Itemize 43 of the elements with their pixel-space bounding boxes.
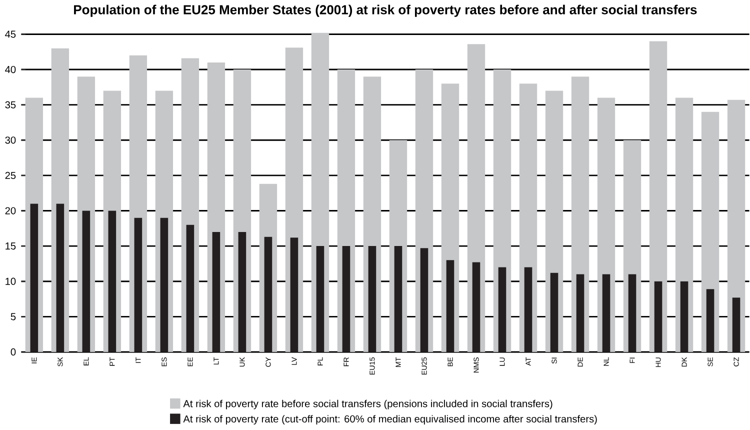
bar: [628, 274, 636, 352]
bar: [290, 237, 298, 352]
bar: [420, 248, 428, 352]
legend-label: At risk of poverty rate before social transfers (pensions included in social transfers): [183, 400, 552, 410]
y-tick-label: 5: [10, 312, 16, 320]
legend-label: At risk of poverty rate (cut-off point: 60% of median equivalised income after social transfers): [183, 414, 597, 424]
bar: [576, 274, 584, 352]
bar: [524, 267, 532, 352]
bar: [368, 246, 376, 352]
bar: [82, 210, 90, 352]
bar: [56, 204, 64, 352]
bar: [550, 272, 558, 352]
bar: [264, 236, 272, 352]
y-tick-label: 45: [5, 30, 16, 38]
bar: [602, 274, 610, 352]
bar: [654, 281, 662, 352]
bar: [446, 260, 454, 352]
bar: [472, 262, 480, 352]
y-tick-label: 15: [6, 242, 16, 250]
bar: [394, 246, 402, 352]
bar: [342, 246, 350, 352]
bar: [680, 281, 688, 352]
bar: [212, 232, 220, 352]
bar: [160, 218, 168, 352]
bar: [30, 204, 38, 352]
bar: [649, 41, 668, 352]
bar: [186, 224, 194, 352]
bar: [498, 267, 506, 352]
bar: [727, 100, 746, 352]
chart-title: Population of the EU25 Member States (2001) at risk of poverty rates before and after social transfers: [74, 4, 697, 17]
y-tick-label: 0: [10, 348, 16, 356]
bar: [316, 246, 324, 352]
y-tick-label: 30: [5, 136, 16, 144]
y-tick-label: 20: [5, 207, 16, 214]
y-tick-label: 10: [6, 278, 16, 285]
y-tick-label: 25: [5, 172, 16, 179]
bar: [706, 288, 714, 352]
bar: [238, 232, 246, 352]
bar: [134, 218, 142, 352]
y-tick-label: 40: [5, 66, 16, 73]
bar: [108, 210, 116, 352]
bar: [732, 297, 740, 352]
y-tick-label: 35: [5, 101, 16, 108]
